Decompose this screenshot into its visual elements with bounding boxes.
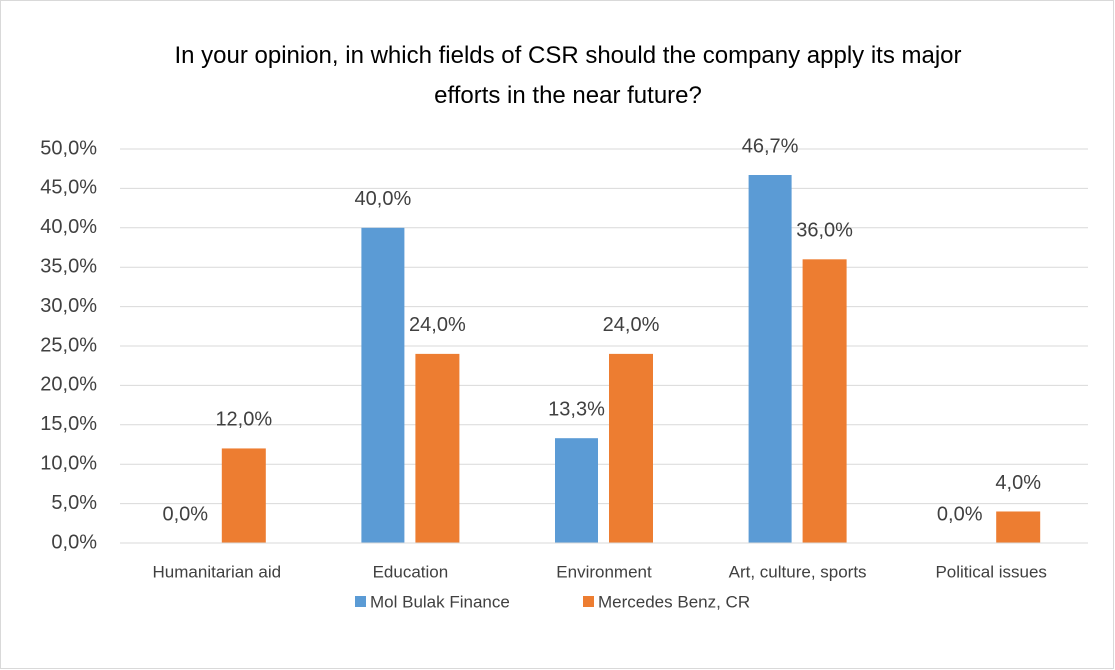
- y-tick-label: 45,0%: [40, 177, 97, 199]
- value-label: 24,0%: [409, 314, 466, 336]
- x-tick-label: Environment: [556, 562, 652, 581]
- y-tick-label: 20,0%: [40, 374, 97, 396]
- chart-title: In your opinion, in which fields of CSR …: [174, 42, 962, 109]
- y-tick-label: 0,0%: [51, 531, 97, 553]
- y-tick-label: 40,0%: [40, 216, 97, 238]
- y-tick-label: 15,0%: [40, 413, 97, 435]
- x-tick-label: Humanitarian aid: [153, 562, 282, 581]
- x-tick-label: Art, culture, sports: [729, 562, 867, 581]
- x-tick-label: Education: [373, 562, 449, 581]
- bar: [221, 448, 266, 543]
- bar: [415, 353, 460, 543]
- bar: [361, 227, 405, 544]
- y-tick-label: 25,0%: [40, 334, 97, 356]
- bar: [996, 511, 1041, 543]
- y-tick-label: 5,0%: [51, 492, 97, 514]
- bar: [748, 175, 792, 543]
- legend-swatch: [355, 596, 366, 607]
- y-tick-label: 30,0%: [40, 295, 97, 317]
- value-label: 4,0%: [995, 472, 1041, 494]
- value-label: 0,0%: [163, 503, 209, 525]
- y-tick-label: 10,0%: [40, 452, 97, 474]
- y-tick-label: 35,0%: [40, 255, 97, 277]
- value-label: 46,7%: [742, 135, 799, 157]
- value-label: 13,3%: [548, 398, 605, 420]
- legend-label: Mercedes Benz, CR: [598, 592, 750, 611]
- value-label: 24,0%: [603, 314, 660, 336]
- y-tick-label: 50,0%: [40, 137, 97, 159]
- legend-label: Mol Bulak Finance: [370, 592, 510, 611]
- value-label: 0,0%: [937, 503, 983, 525]
- bar: [555, 438, 598, 543]
- value-label: 36,0%: [796, 220, 853, 242]
- legend-swatch: [583, 596, 594, 607]
- x-tick-label: Political issues: [935, 562, 1047, 581]
- value-label: 12,0%: [215, 409, 272, 431]
- bar: [802, 259, 847, 543]
- bar: [609, 353, 653, 543]
- value-label: 40,0%: [355, 188, 412, 210]
